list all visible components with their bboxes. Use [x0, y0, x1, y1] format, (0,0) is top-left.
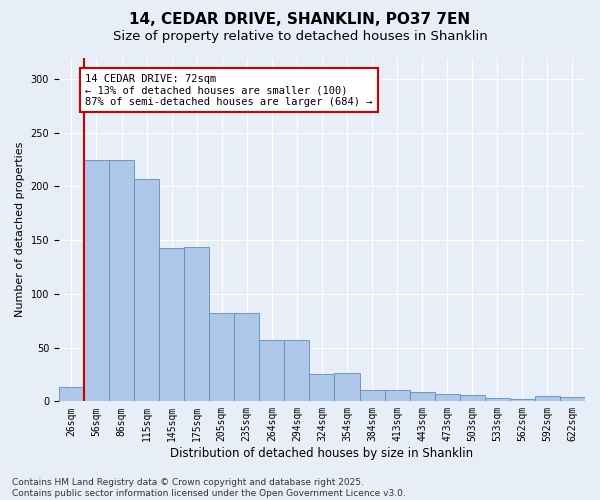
Bar — [259, 340, 284, 402]
Bar — [234, 313, 259, 402]
Bar — [359, 390, 385, 402]
Bar — [284, 340, 310, 402]
Bar — [434, 394, 460, 402]
Bar — [159, 248, 184, 402]
Bar — [84, 160, 109, 402]
Bar — [535, 396, 560, 402]
Text: Contains HM Land Registry data © Crown copyright and database right 2025.
Contai: Contains HM Land Registry data © Crown c… — [12, 478, 406, 498]
Bar — [109, 160, 134, 402]
Bar — [59, 388, 84, 402]
Bar — [184, 246, 209, 402]
Bar — [134, 179, 159, 402]
Text: 14 CEDAR DRIVE: 72sqm
← 13% of detached houses are smaller (100)
87% of semi-det: 14 CEDAR DRIVE: 72sqm ← 13% of detached … — [85, 74, 373, 107]
Bar — [209, 313, 234, 402]
Text: Size of property relative to detached houses in Shanklin: Size of property relative to detached ho… — [113, 30, 487, 43]
Bar — [510, 399, 535, 402]
Text: 14, CEDAR DRIVE, SHANKLIN, PO37 7EN: 14, CEDAR DRIVE, SHANKLIN, PO37 7EN — [130, 12, 470, 28]
Bar — [310, 374, 334, 402]
Bar — [560, 397, 585, 402]
X-axis label: Distribution of detached houses by size in Shanklin: Distribution of detached houses by size … — [170, 447, 473, 460]
Bar — [485, 398, 510, 402]
Y-axis label: Number of detached properties: Number of detached properties — [15, 142, 25, 317]
Bar — [385, 390, 410, 402]
Bar — [334, 374, 359, 402]
Bar — [410, 392, 434, 402]
Bar — [460, 395, 485, 402]
